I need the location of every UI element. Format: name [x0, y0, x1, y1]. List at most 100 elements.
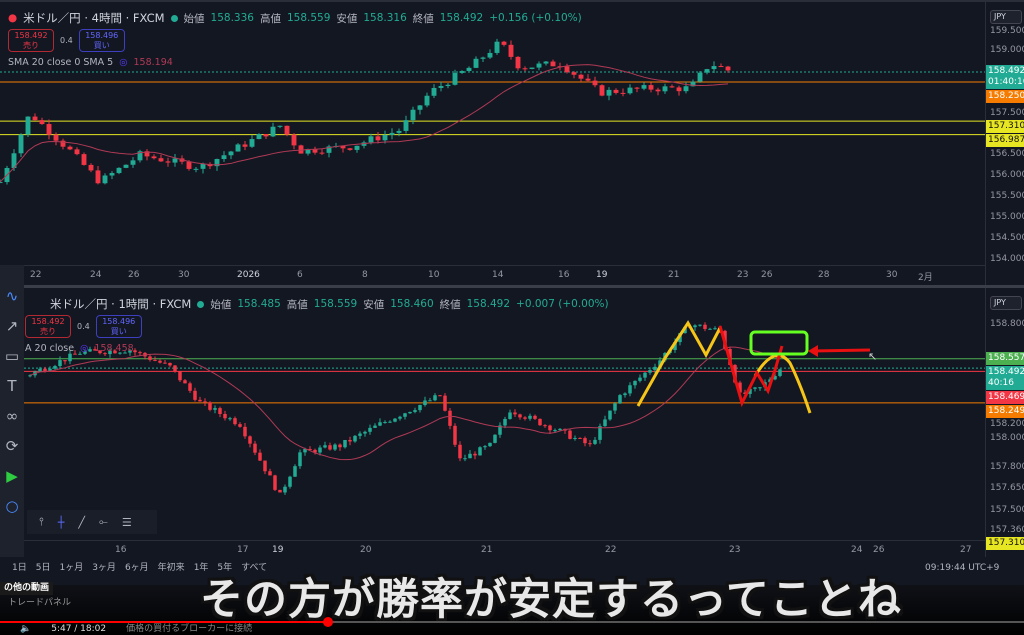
- chart-pane-1h[interactable]: 米ドル／円 · 1時間 · FXCM 始値 158.485 高値 158.559 安…: [0, 285, 1024, 557]
- range-button[interactable]: 5年: [217, 563, 233, 573]
- range-button[interactable]: 5日: [35, 563, 51, 573]
- crosshair-icon[interactable]: ┼: [57, 515, 65, 529]
- rectangle-icon[interactable]: ▭: [4, 347, 20, 365]
- candle: [738, 382, 742, 393]
- price-axis-1h[interactable]: JPY 158.800 158.200 158.000 157.800 157.650 15…: [985, 288, 1024, 557]
- currency-select[interactable]: JPY: [990, 296, 1022, 310]
- price-tick: 157.360: [990, 524, 1024, 535]
- trade-panel-label[interactable]: トレードパネル: [8, 598, 72, 608]
- arrow-icon[interactable]: ↗: [5, 317, 19, 335]
- candle: [498, 425, 502, 435]
- candle: [466, 67, 472, 72]
- candle: [43, 368, 47, 371]
- time-axis-1h[interactable]: 16 17 19 20 21 22 23 24 26 27: [0, 540, 985, 560]
- chapter-title[interactable]: 価格の買付るブローカーに接続: [126, 624, 253, 634]
- buy-button[interactable]: 158.496 買い: [78, 29, 125, 52]
- candle: [243, 426, 247, 437]
- candle: [88, 164, 94, 171]
- candle: [633, 380, 637, 386]
- candle: [68, 353, 72, 362]
- candle: [438, 395, 442, 397]
- more-videos-label[interactable]: の他の動画: [0, 582, 54, 595]
- price-axis-4h[interactable]: JPY 159.500 159.000 157.500 156.500 156.000 15…: [985, 2, 1024, 285]
- price-chart-1h[interactable]: [0, 288, 985, 536]
- range-button[interactable]: 1年: [193, 563, 209, 573]
- candle: [108, 350, 112, 355]
- price-tick: 158.800: [990, 318, 1024, 329]
- replay-icon[interactable]: ▶: [6, 467, 18, 485]
- ring-icon[interactable]: ○: [5, 497, 19, 515]
- symbol-title[interactable]: 米ドル／円 · 1時間 · FXCM: [50, 297, 192, 311]
- volume-icon[interactable]: 🔈: [20, 624, 32, 634]
- candle: [488, 442, 492, 447]
- candle: [693, 325, 697, 328]
- sma-legend[interactable]: A 20 close ◎ 158.458: [25, 343, 134, 354]
- currency-select[interactable]: JPY: [990, 10, 1022, 24]
- sell-button[interactable]: 158.492 売り: [25, 315, 71, 338]
- symbol-title[interactable]: 米ドル／円 · 4時間 · FXCM: [23, 11, 165, 25]
- video-progress-bar[interactable]: [0, 617, 1024, 627]
- candle: [703, 324, 707, 329]
- candle: [620, 92, 626, 94]
- time-tick: 21: [481, 545, 493, 555]
- price-tick: 154.000: [990, 253, 1024, 264]
- candle: [233, 418, 237, 425]
- horizontal-ray-icon[interactable]: ⟜: [99, 515, 108, 528]
- sell-button[interactable]: 158.492 売り: [8, 29, 54, 52]
- candle: [284, 125, 290, 135]
- candle: [203, 401, 207, 403]
- range-button[interactable]: 1ヶ月: [59, 563, 84, 573]
- candle: [25, 116, 31, 135]
- buy-button[interactable]: 158.496 買い: [95, 315, 142, 338]
- text-icon[interactable]: T: [7, 377, 17, 395]
- open-label: 始値: [210, 298, 232, 311]
- candle: [303, 448, 307, 453]
- candle: [403, 120, 409, 131]
- chart-pane-4h[interactable]: ● 米ドル／円 · 4時間 · FXCM 始値 158.336 高値 158.559…: [0, 0, 1024, 285]
- time-axis-4h[interactable]: 22 24 26 30 2026 6 8 10 14 16 19 21 23 26 28 30 2月: [0, 265, 985, 285]
- candle: [242, 144, 248, 147]
- candle: [228, 418, 232, 420]
- price-tick: 157.500: [990, 504, 1024, 515]
- candle: [618, 395, 622, 404]
- candle: [263, 134, 269, 137]
- candle: [396, 130, 402, 133]
- range-button[interactable]: 年初来: [157, 563, 185, 573]
- candle: [708, 328, 712, 330]
- candle: [39, 120, 45, 125]
- menu-lines-icon[interactable]: ☰: [121, 515, 132, 529]
- change-value: +0.007 (+0.00%): [516, 298, 609, 310]
- candle: [728, 348, 732, 365]
- range-button[interactable]: すべて: [241, 563, 268, 573]
- candle: [522, 68, 528, 70]
- candle: [165, 161, 171, 163]
- range-button[interactable]: 6ヶ月: [124, 563, 149, 573]
- rotate-icon[interactable]: ⟳: [5, 437, 19, 455]
- candle: [67, 146, 73, 150]
- buy-price: 158.496: [85, 31, 119, 40]
- trend-line-icon[interactable]: ╱: [78, 515, 86, 529]
- progress-knob[interactable]: [322, 617, 333, 627]
- candle: [453, 425, 457, 445]
- candle: [363, 431, 367, 434]
- price-chart-4h[interactable]: [0, 2, 985, 265]
- candle: [326, 146, 332, 153]
- price-label: 158.492 40:16: [986, 366, 1024, 391]
- curve-icon[interactable]: ∿: [5, 287, 19, 305]
- candle: [515, 56, 521, 69]
- pattern-icon[interactable]: ∞: [5, 407, 19, 425]
- candle: [494, 41, 500, 53]
- sell-label: 売り: [40, 327, 56, 336]
- candle: [263, 460, 267, 472]
- video-time: 5:47 / 18:02: [51, 624, 107, 634]
- candle: [53, 366, 57, 369]
- candle: [291, 134, 297, 146]
- candle: [713, 328, 717, 330]
- vertical-line-icon[interactable]: ⫯: [39, 515, 44, 528]
- range-button[interactable]: 1日: [12, 563, 27, 573]
- flag-icon: ●: [8, 12, 18, 24]
- candle: [333, 444, 337, 450]
- price-label: 157.310: [986, 119, 1024, 133]
- range-button[interactable]: 3ヶ月: [92, 563, 116, 573]
- sma-legend[interactable]: SMA 20 close 0 SMA 5 ◎ 158.194: [8, 57, 173, 68]
